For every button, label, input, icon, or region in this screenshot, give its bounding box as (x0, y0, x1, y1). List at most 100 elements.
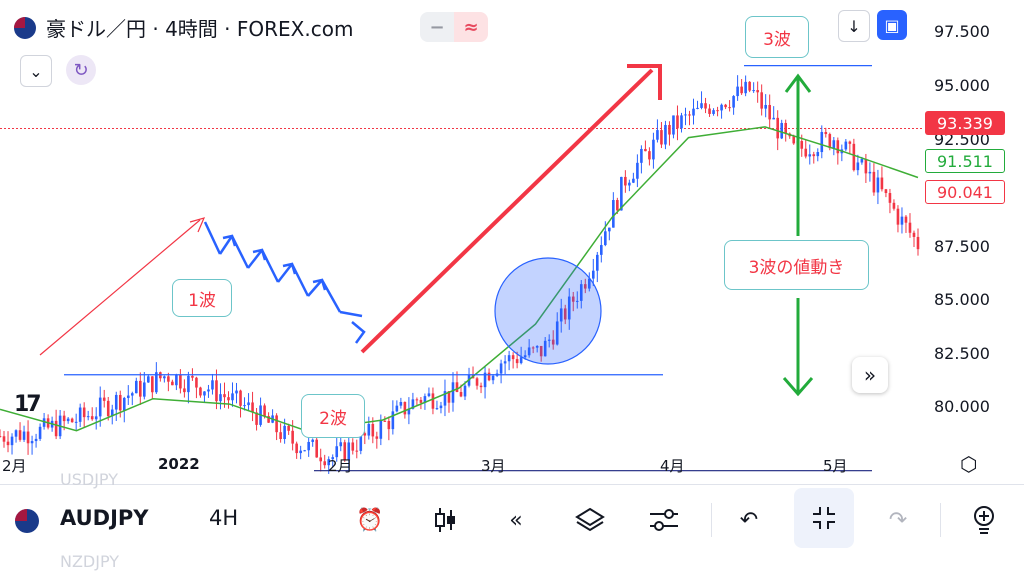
layers-icon[interactable] (570, 500, 610, 540)
wave2-zigzag-segment (203, 221, 222, 255)
candle-body (784, 122, 788, 134)
candle-body (527, 347, 531, 356)
candle-body (479, 385, 483, 388)
candle-body (724, 104, 727, 108)
candle-body (519, 357, 523, 364)
candle-body (880, 177, 884, 190)
candle-body (908, 222, 912, 233)
candle-body (263, 405, 266, 417)
candle-body (387, 420, 391, 430)
candle-body (888, 193, 892, 203)
candle-body (295, 443, 298, 454)
alarm-clock-icon[interactable]: ⏰ (356, 507, 384, 533)
scroll-right-icon[interactable]: » (852, 357, 888, 393)
time-label: 2022 (158, 455, 200, 473)
candle-body (680, 115, 683, 129)
timeframe-button[interactable]: 4H (209, 506, 239, 530)
wave3-label[interactable]: 3波 (745, 16, 809, 58)
wave2-zigzag-segment (307, 279, 323, 297)
candle-body (648, 151, 651, 160)
symbol-title[interactable]: 豪ドル／円 · 4時間 · FOREX.com (46, 17, 354, 41)
symbol-button[interactable]: AUDJPY (60, 506, 149, 530)
candle-body (587, 278, 591, 289)
candle-body (780, 122, 784, 139)
candle-body (219, 394, 222, 402)
candle-body (612, 200, 615, 228)
wave2-zigzag-head (282, 262, 297, 275)
candle-body (327, 459, 331, 466)
candle-body (415, 399, 419, 401)
candle-body (596, 254, 599, 271)
candle-body (227, 397, 230, 401)
candle-body (114, 394, 118, 410)
toolbar-separator (940, 503, 941, 537)
candle-body (864, 158, 868, 174)
redo-icon[interactable]: ↷ (888, 507, 908, 533)
candle-body (507, 355, 511, 362)
refresh-icon[interactable]: ↻ (66, 55, 96, 85)
wave3-move-label[interactable]: 3波の値動き (724, 240, 869, 290)
candle-body (247, 402, 250, 406)
candles-icon[interactable] (425, 500, 465, 540)
wave1-arrow (39, 219, 201, 356)
candle-body (54, 420, 58, 437)
approx-button[interactable]: ≈ (454, 12, 488, 42)
candle-body (0, 436, 2, 438)
candle-body (776, 117, 779, 139)
candle-body (143, 382, 146, 397)
wave1-label[interactable]: 1波 (172, 279, 232, 317)
wave2-zigzag-head (312, 278, 327, 291)
minus-button[interactable]: − (420, 12, 454, 42)
candle-body (287, 425, 290, 431)
candle-body (279, 432, 282, 439)
price-label: 85.000 (934, 290, 990, 309)
minimize-icon[interactable] (794, 488, 854, 548)
candle-body (235, 390, 238, 394)
candle-body (407, 408, 411, 415)
candle-body (531, 347, 535, 349)
candle-body (151, 376, 154, 393)
candle-body (900, 216, 904, 225)
candle-body (363, 433, 367, 436)
arrow-down-icon[interactable]: ↓ (838, 10, 870, 42)
candle-body (275, 415, 278, 433)
candle-body (102, 397, 106, 401)
candle-body (688, 114, 691, 116)
candle-body (403, 402, 407, 415)
candle-body (748, 81, 751, 91)
rewind-icon[interactable]: « (509, 507, 523, 533)
candle-body (223, 394, 226, 398)
candle-body (575, 300, 579, 302)
candle-body (844, 141, 848, 150)
candle-body (86, 416, 90, 418)
candle-body (399, 402, 403, 406)
chevron-down-icon[interactable]: ⌄ (20, 55, 52, 87)
wave2-zigzag-head (252, 248, 267, 261)
candle-body (567, 296, 571, 320)
price-chart[interactable] (0, 0, 924, 480)
candle-body (868, 171, 872, 174)
candle-body (110, 409, 114, 417)
sliders-icon[interactable] (644, 500, 684, 540)
undo-icon[interactable]: ↶ (739, 507, 759, 533)
toolbar-separator (711, 503, 712, 537)
candle-body (812, 154, 816, 157)
candle-body (451, 382, 455, 403)
candle-body (163, 376, 166, 379)
candle-body (391, 411, 395, 430)
fullscreen-icon[interactable]: ▣ (877, 10, 907, 40)
time-label: 3月 (481, 457, 506, 475)
candle-body (712, 110, 715, 114)
hexagon-settings-icon[interactable]: ⬡ (960, 452, 978, 476)
wave2-label[interactable]: 2波 (301, 394, 365, 438)
candle-body (34, 438, 38, 442)
candle-body (684, 114, 687, 116)
candle-body (836, 140, 840, 154)
candle-body (539, 345, 543, 357)
candle-body (307, 441, 310, 451)
candle-body (383, 420, 387, 422)
candle-body (515, 359, 519, 364)
candle-body (78, 407, 82, 422)
candle-body (231, 393, 234, 401)
lightbulb-icon[interactable] (964, 500, 1004, 540)
